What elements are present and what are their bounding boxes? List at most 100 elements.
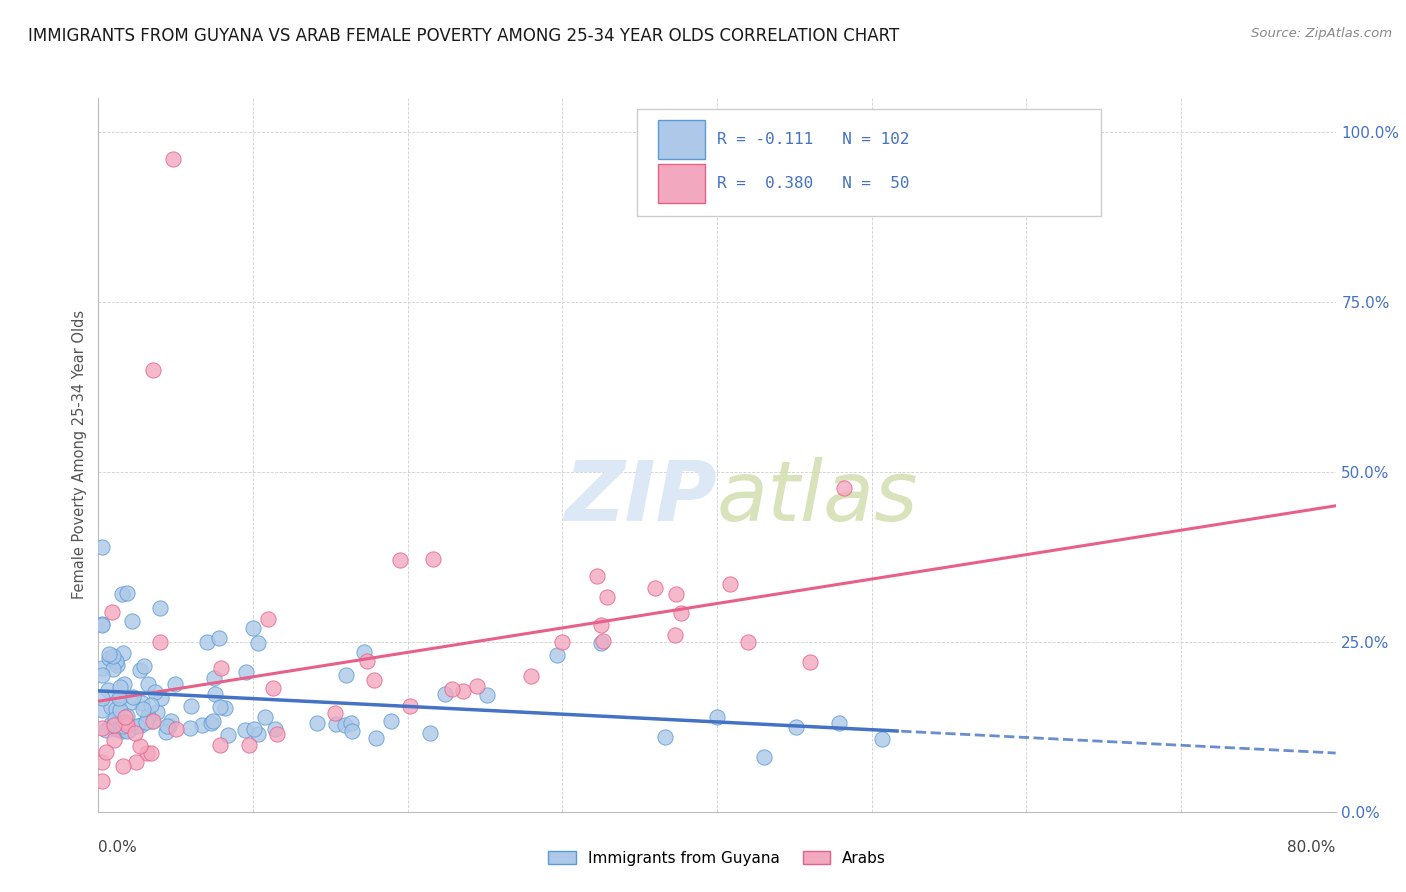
Point [90,661,112,675]
Point [111,587,134,601]
Point [834,481,856,495]
Point [356,654,378,668]
Point [112,759,135,773]
Point [111,723,134,738]
Point [136,746,159,760]
Point [754,750,776,764]
Point [799,655,821,669]
Point [114,715,136,730]
Point [246,636,269,650]
Text: IMMIGRANTS FROM GUYANA VS ARAB FEMALE POVERTY AMONG 25-34 YEAR OLDS CORRELATION : IMMIGRANTS FROM GUYANA VS ARAB FEMALE PO… [28,27,900,45]
Point [90,703,112,717]
Point [235,665,257,680]
Point [149,635,172,649]
Point [114,710,136,724]
Point [142,363,165,377]
Point [191,718,214,732]
Point [353,644,375,658]
Point [247,727,270,741]
Point [132,702,155,716]
Point [111,646,134,660]
Point [112,719,135,733]
Point [380,714,402,728]
Point [718,577,741,591]
Point [520,669,543,683]
Point [340,724,363,739]
Point [419,725,441,739]
Point [90,617,112,632]
Point [124,725,146,739]
Point [97,647,120,661]
Point [644,582,666,596]
Point [440,682,463,697]
Point [238,738,260,752]
Point [111,723,134,737]
Point [139,698,162,712]
Point [156,719,179,733]
Point [828,716,851,731]
Point [263,723,285,737]
Point [139,746,162,760]
Point [165,676,187,690]
Point [105,658,128,673]
Point [664,628,686,642]
Point [208,699,231,714]
Point [129,718,152,732]
Point [202,671,225,685]
Point [737,635,759,649]
Point [134,658,156,673]
Point [399,698,422,713]
Point [100,700,122,714]
Point [180,698,202,713]
Point [103,733,125,747]
Point [104,712,127,726]
Point [654,730,676,744]
Point [179,721,201,735]
Point [100,717,122,731]
Point [101,662,124,676]
Text: ZIP: ZIP [564,458,717,538]
Point [165,722,187,736]
Point [785,720,807,734]
Point [477,688,499,702]
Point [127,719,149,733]
Point [388,553,412,567]
Point [121,615,143,629]
Point [115,586,138,600]
Point [114,722,136,736]
Point [201,714,224,728]
Point [335,668,357,682]
Point [422,552,444,566]
Point [253,710,276,724]
Point [195,635,218,649]
Point [97,651,120,665]
Point [90,668,112,682]
Point [91,540,114,554]
Point [200,716,222,731]
Text: 0.0%: 0.0% [98,840,138,855]
Point [333,717,356,731]
Point [160,714,183,729]
Point [136,708,159,723]
Point [120,695,142,709]
Point [108,690,131,705]
Point [101,648,124,663]
Text: 80.0%: 80.0% [1288,840,1336,855]
Point [669,606,692,620]
Point [94,723,117,737]
Point [465,680,488,694]
Point [128,663,150,677]
Text: R = -0.111   N = 102: R = -0.111 N = 102 [717,132,910,147]
Point [97,683,120,698]
Point [363,673,385,687]
Point [214,701,236,715]
Point [136,676,159,690]
Point [665,586,688,600]
Text: R =  0.380   N =  50: R = 0.380 N = 50 [717,177,910,191]
Point [586,569,609,583]
Point [146,705,169,719]
Point [105,702,128,716]
Point [591,617,613,632]
Point [325,717,347,731]
Bar [658,164,704,203]
